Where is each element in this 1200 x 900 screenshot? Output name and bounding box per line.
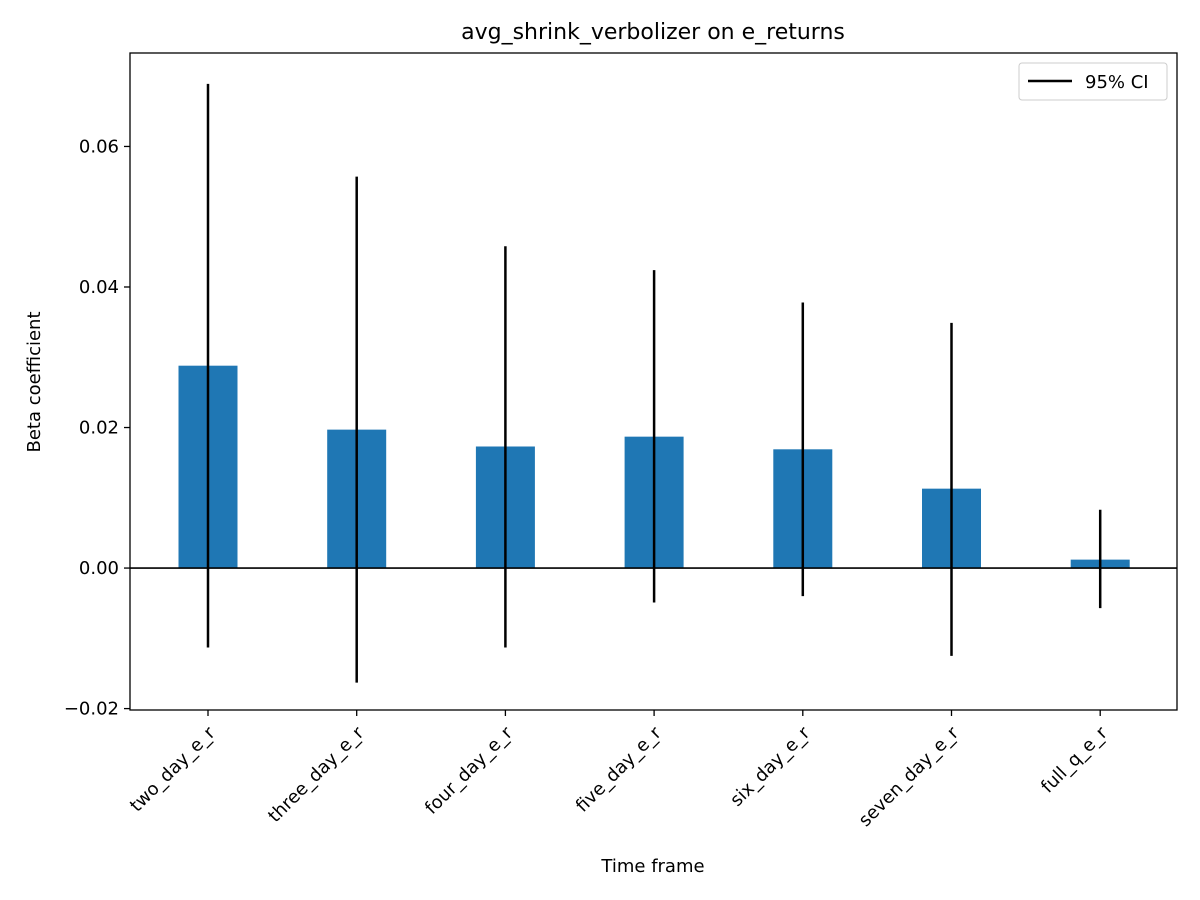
y-tick-label: −0.02 xyxy=(64,699,119,720)
y-tick-label: 0.04 xyxy=(79,277,119,298)
y-axis: −0.02 0.00 0.02 0.04 0.06 xyxy=(64,136,130,720)
x-tick-label: seven_day_e_r xyxy=(855,722,964,831)
x-tick-label: two_day_e_r xyxy=(126,722,220,816)
errorbars-group xyxy=(206,83,1102,683)
legend-ci-label: 95% CI xyxy=(1085,72,1149,93)
x-tick-label: five_day_e_r xyxy=(572,722,666,816)
legend-box xyxy=(1018,62,1168,101)
legend: 95% CI xyxy=(1018,62,1168,101)
chart-title: avg_shrink_verbolizer on e_returns xyxy=(461,20,845,45)
x-axis-label: Time frame xyxy=(600,856,704,877)
y-tick-label: 0.00 xyxy=(79,558,119,579)
plot-frame xyxy=(129,52,1178,711)
x-tick-label: four_day_e_r xyxy=(421,722,517,818)
y-axis-label: Beta coefficient xyxy=(24,311,45,452)
y-tick-label: 0.06 xyxy=(79,136,119,157)
x-tick-label: six_day_e_r xyxy=(726,722,815,811)
x-axis: two_day_e_r three_day_e_r four_day_e_r five… xyxy=(126,710,1112,831)
x-tick-label: three_day_e_r xyxy=(264,722,369,827)
x-tick-label: full_q_e_r xyxy=(1037,722,1112,797)
y-tick-label: 0.02 xyxy=(79,418,119,439)
